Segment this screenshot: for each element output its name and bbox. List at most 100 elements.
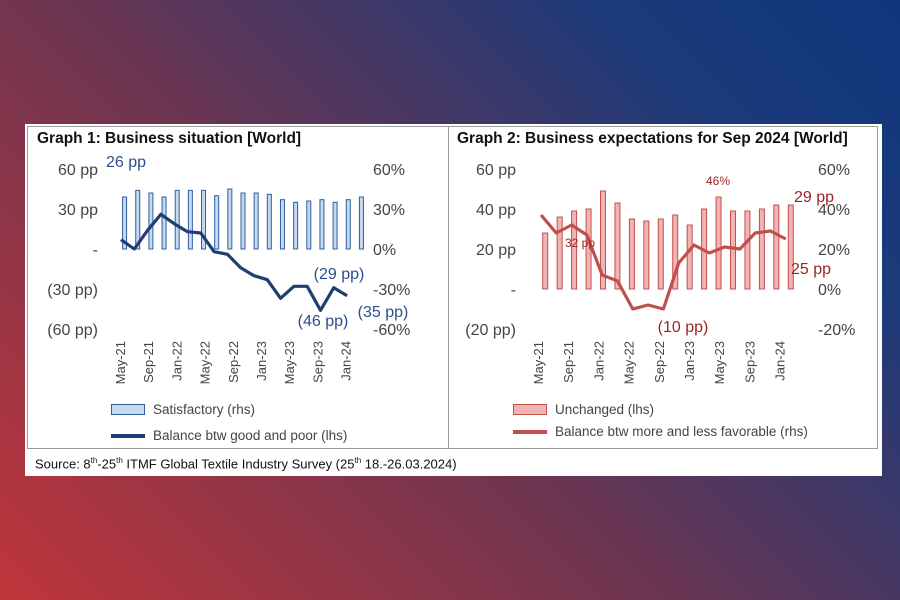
chart2-left-tick-label: - [511,282,516,299]
chart2-x-tick-label: Jan-23 [682,341,697,381]
chart1-legend-line: Balance btw good and poor (lhs) [111,428,347,443]
panel-divider [448,127,449,448]
chart1-annotation: 26 pp [106,154,146,171]
chart1-x-tick-label: May-21 [113,341,128,384]
chart2-x-tick-label: Jan-22 [591,341,606,381]
chart2-title: Graph 2: Business expectations for Sep 2… [457,130,848,147]
chart2-bar [744,210,751,290]
chart1-bar [358,196,364,250]
chart2-annotation: 32 pp [565,236,595,250]
chart2-x-tick-label: Sep-23 [742,341,757,383]
chart2-annotation: 25 pp [791,261,831,278]
chart2-annotation: 46% [706,174,730,188]
chart2-legend-line: Balance btw more and less favorable (rhs… [513,424,808,439]
charts-frame: Graph 1: Business situation [World] Grap… [27,126,878,449]
chart1-annotation: (35 pp) [358,304,409,321]
chart1-bar [332,201,338,250]
chart2-left-tick-label: 40 pp [476,202,516,219]
legend-label-balance-favorable: Balance btw more and less favorable (rhs… [555,424,808,439]
chart1-balance-line [120,212,348,312]
chart1-annotation: (29 pp) [314,266,365,283]
chart1-x-tick-label: May-22 [198,341,213,384]
chart2-annotation: (10 pp) [658,319,709,336]
chart2-bar [657,218,664,290]
chart2-bar [672,214,679,290]
chart1-x-tick-label: Jan-23 [254,341,269,381]
legend-label-satisfactory: Satisfactory (rhs) [153,402,256,417]
chart2-bar [600,190,606,290]
chart1-x-tick-label: Sep-22 [226,341,241,383]
legend-swatch-balance-good-poor [111,433,145,438]
chart-card: Graph 1: Business situation [World] Grap… [25,124,882,476]
chart2-balance-line [539,213,787,311]
chart1-annotation: (46 pp) [298,313,349,330]
chart1-right-tick-label: 0% [373,242,396,259]
chart1-x-tick-label: Jan-22 [169,341,184,381]
chart2-left-tick-label: 20 pp [476,242,516,259]
chart1-bar [174,189,180,250]
chart1-bar [319,199,325,250]
chart2-bar [542,232,549,290]
chart1-bar [187,189,193,250]
chart1-left-tick-label: 60 pp [58,162,98,179]
chart2-x-tick-label: Sep-22 [652,341,667,383]
chart2-x-tick-label: Sep-21 [561,341,576,383]
chart1-right-tick-label: 30% [373,202,405,219]
chart1-bar [266,193,272,250]
chart2-x-tick-label: May-21 [531,341,546,384]
chart2-right-tick-label: 20% [818,242,850,259]
chart1-title: Graph 1: Business situation [World] [37,130,302,147]
chart1-bar [345,199,351,250]
chart2-bar [787,204,794,290]
chart1-right-tick-label: 60% [373,162,405,179]
chart2-bar [614,202,621,290]
chart1-right-tick-label: -60% [373,322,410,339]
chart1-bar [214,195,220,250]
chart2-legend-bar: Unchanged (lhs) [513,402,654,417]
chart2-right-tick-label: 60% [818,162,850,179]
chart1-left-tick-label: (60 pp) [47,322,98,339]
chart2-bar [730,210,736,290]
source-note: Source: 8th-25th ITMF Global Textile Ind… [35,456,457,472]
chart2-right-tick-label: -20% [818,322,855,339]
chart2-bar [773,204,780,290]
chart2-bar [758,208,765,290]
chart2-left-tick-label: (20 pp) [465,322,516,339]
chart2-right-tick-label: 40% [818,202,850,219]
chart2-x-tick-label: May-23 [712,341,727,384]
chart1-x-tick-label: May-23 [282,341,297,384]
chart1-left-tick-label: 30 pp [58,202,98,219]
chart1-legend-bar: Satisfactory (rhs) [111,402,255,417]
chart1-right-tick-label: -30% [373,282,410,299]
chart1-bar [122,196,128,250]
chart1-bar [148,192,154,250]
legend-swatch-balance-favorable [513,429,547,434]
chart1-left-tick-label: (30 pp) [47,282,98,299]
chart1-x-tick-label: Jan-24 [339,341,354,381]
chart2-x-tick-label: Jan-24 [773,341,788,381]
chart1-bar [253,192,259,250]
chart2-bar [571,210,578,290]
chart1-bar [240,192,246,250]
chart2-left-tick-label: 60 pp [476,162,516,179]
chart1-x-tick-label: Sep-21 [141,341,156,383]
chart2-bar [715,196,722,290]
chart2-bar [686,224,693,290]
chart2-bar [643,220,650,290]
chart1-bar [293,201,299,250]
chart1-bar [227,188,233,250]
chart2-annotation: 29 pp [794,189,834,206]
legend-label-unchanged: Unchanged (lhs) [555,402,655,417]
chart1-bar [279,199,285,250]
chart1-bar [306,200,312,250]
chart1-left-tick-label: - [93,242,98,259]
chart1-x-tick-label: Sep-23 [310,341,325,383]
chart2-bar [556,216,563,290]
chart2-right-tick-label: 0% [818,282,841,299]
chart2-bar [628,218,635,290]
chart2-x-tick-label: May-22 [622,341,637,384]
chart1-bar [135,189,141,250]
chart1-bar [161,196,167,250]
legend-swatch-unchanged [513,404,547,415]
